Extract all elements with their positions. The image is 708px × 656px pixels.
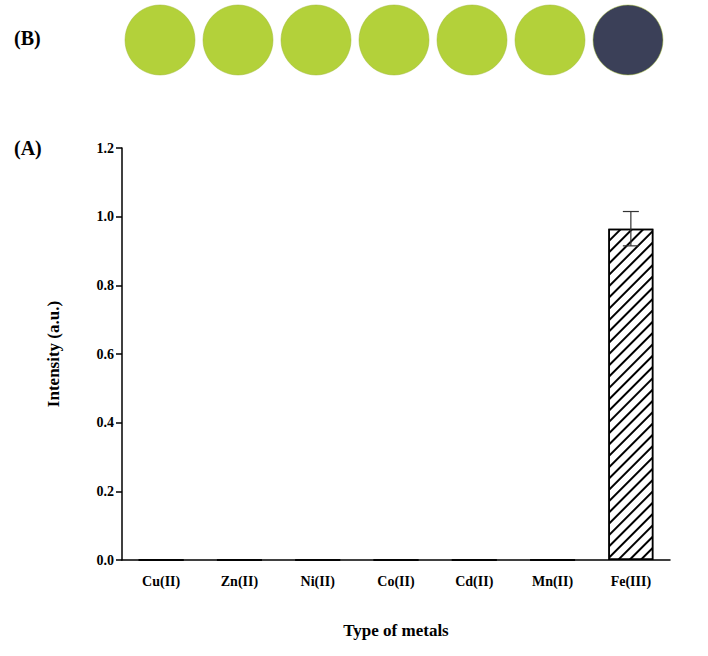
svg-text:1.2: 1.2 [97, 141, 115, 156]
svg-text:Cd(II): Cd(II) [455, 574, 493, 590]
svg-text:0.0: 0.0 [97, 553, 115, 568]
svg-text:Mn(II): Mn(II) [532, 574, 574, 590]
svg-text:(B): (B) [14, 27, 41, 50]
svg-text:Fe(III): Fe(III) [611, 574, 652, 590]
svg-text:Ni(II): Ni(II) [301, 574, 336, 590]
svg-text:Zn(II): Zn(II) [221, 574, 259, 590]
svg-text:(A): (A) [14, 137, 42, 160]
svg-text:0.6: 0.6 [97, 347, 115, 362]
svg-text:Co(II): Co(II) [377, 574, 415, 590]
svg-text:0.4: 0.4 [97, 415, 115, 430]
svg-text:Type of metals: Type of metals [343, 621, 449, 640]
svg-text:0.8: 0.8 [97, 278, 115, 293]
svg-text:Intensity (a.u.): Intensity (a.u.) [44, 301, 63, 407]
svg-text:0.2: 0.2 [97, 484, 115, 499]
svg-text:1.0: 1.0 [97, 209, 115, 224]
svg-text:Cu(II): Cu(II) [142, 574, 180, 590]
